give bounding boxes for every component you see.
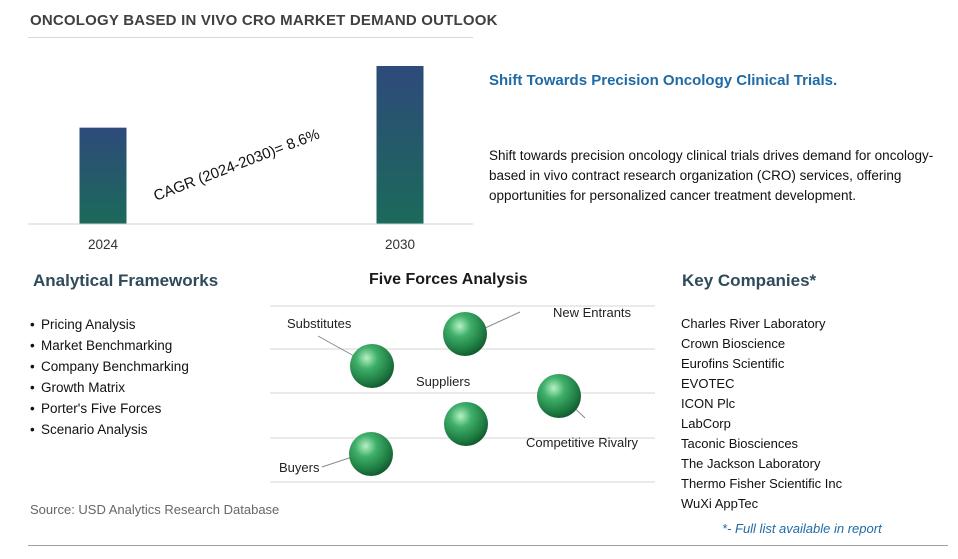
list-item: Charles River Laboratory [681,316,826,331]
suppliers-sphere [444,402,488,446]
frameworks-list: Pricing Analysis Market Benchmarking Com… [30,314,189,440]
companies-title: Key Companies* [682,271,817,290]
x-tick-label: 2024 [88,237,119,252]
substitutes-label: Substitutes [287,316,352,331]
list-item: Scenario Analysis [30,419,189,440]
five-forces-diagram: Substitutes New Entrants Suppliers Compe… [270,305,655,483]
cagr-annotation: CAGR (2024-2030)= 8.6% [151,126,322,205]
list-item: LabCorp [681,416,731,431]
tick-labels-group: 2024 2030 [88,237,415,252]
list-item: Market Benchmarking [30,335,189,356]
list-item: Crown Bioscience [681,336,786,351]
headline: Shift Towards Precision Oncology Clinica… [489,72,838,89]
list-item: Taconic Biosciences [681,436,799,451]
bars-group [79,66,424,224]
bar-2030 [376,66,424,224]
new-entrants-sphere [443,312,487,356]
x-tick-label: 2030 [385,237,415,252]
list-item: ICON Plc [681,396,736,411]
title-divider [28,37,473,38]
demand-outlook-chart: 2024 2030 CAGR (2024-2030)= 8.6% [28,66,473,252]
buyers-label: Buyers [279,460,320,475]
list-item: Porter's Five Forces [30,398,189,419]
bar-2024 [79,127,127,224]
bottom-divider [28,545,948,546]
list-item: The Jackson Laboratory [681,456,821,471]
companies-footnote: *- Full list available in report [722,521,882,536]
substitutes-sphere [350,344,394,388]
companies-list: Charles River Laboratory Crown Bioscienc… [681,314,842,514]
source-note: Source: USD Analytics Research Database [30,502,280,517]
list-item: Pricing Analysis [30,314,189,335]
list-item: WuXi AppTec [681,496,759,511]
list-item: Thermo Fisher Scientific Inc [681,476,843,491]
list-item: Eurofins Scientific [681,356,785,371]
suppliers-label: Suppliers [416,374,471,389]
list-item: Growth Matrix [30,377,189,398]
list-item: Company Benchmarking [30,356,189,377]
buyers-sphere [349,432,393,476]
five-forces-title: Five Forces Analysis [369,271,528,288]
frameworks-title: Analytical Frameworks [33,271,219,290]
competitive-rivalry-label: Competitive Rivalry [526,435,638,450]
rivalry-sphere [537,374,581,418]
new-entrants-label: New Entrants [553,305,632,320]
list-item: EVOTEC [681,376,735,391]
description: Shift towards precision oncology clinica… [489,148,934,203]
page-title: ONCOLOGY BASED IN VIVO CRO MARKET DEMAND… [30,12,498,29]
